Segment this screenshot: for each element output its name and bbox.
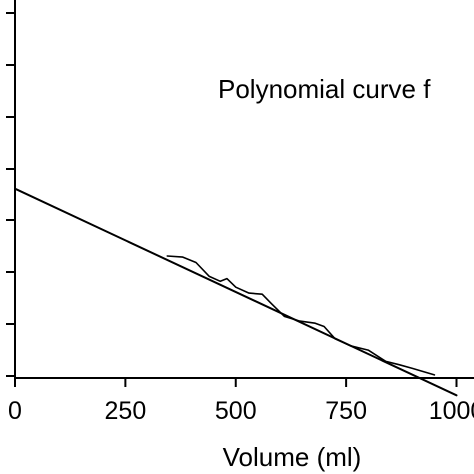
fit-line: [14, 187, 458, 397]
x-tick-label: 500: [215, 397, 257, 425]
x-tick-label: 750: [325, 397, 367, 425]
measured-curve: [166, 255, 436, 376]
x-tick-label: 250: [105, 397, 147, 425]
x-tick-label: 1000: [429, 397, 474, 425]
curve-annotation: Polynomial curve f: [218, 74, 431, 104]
axes: [6, 0, 474, 387]
x-tick-label: 0: [8, 397, 22, 425]
label-layer: 0 250 500 750 1000: [8, 397, 474, 425]
x-axis-title: Volume (ml): [223, 442, 362, 472]
series-layer: [14, 187, 458, 397]
